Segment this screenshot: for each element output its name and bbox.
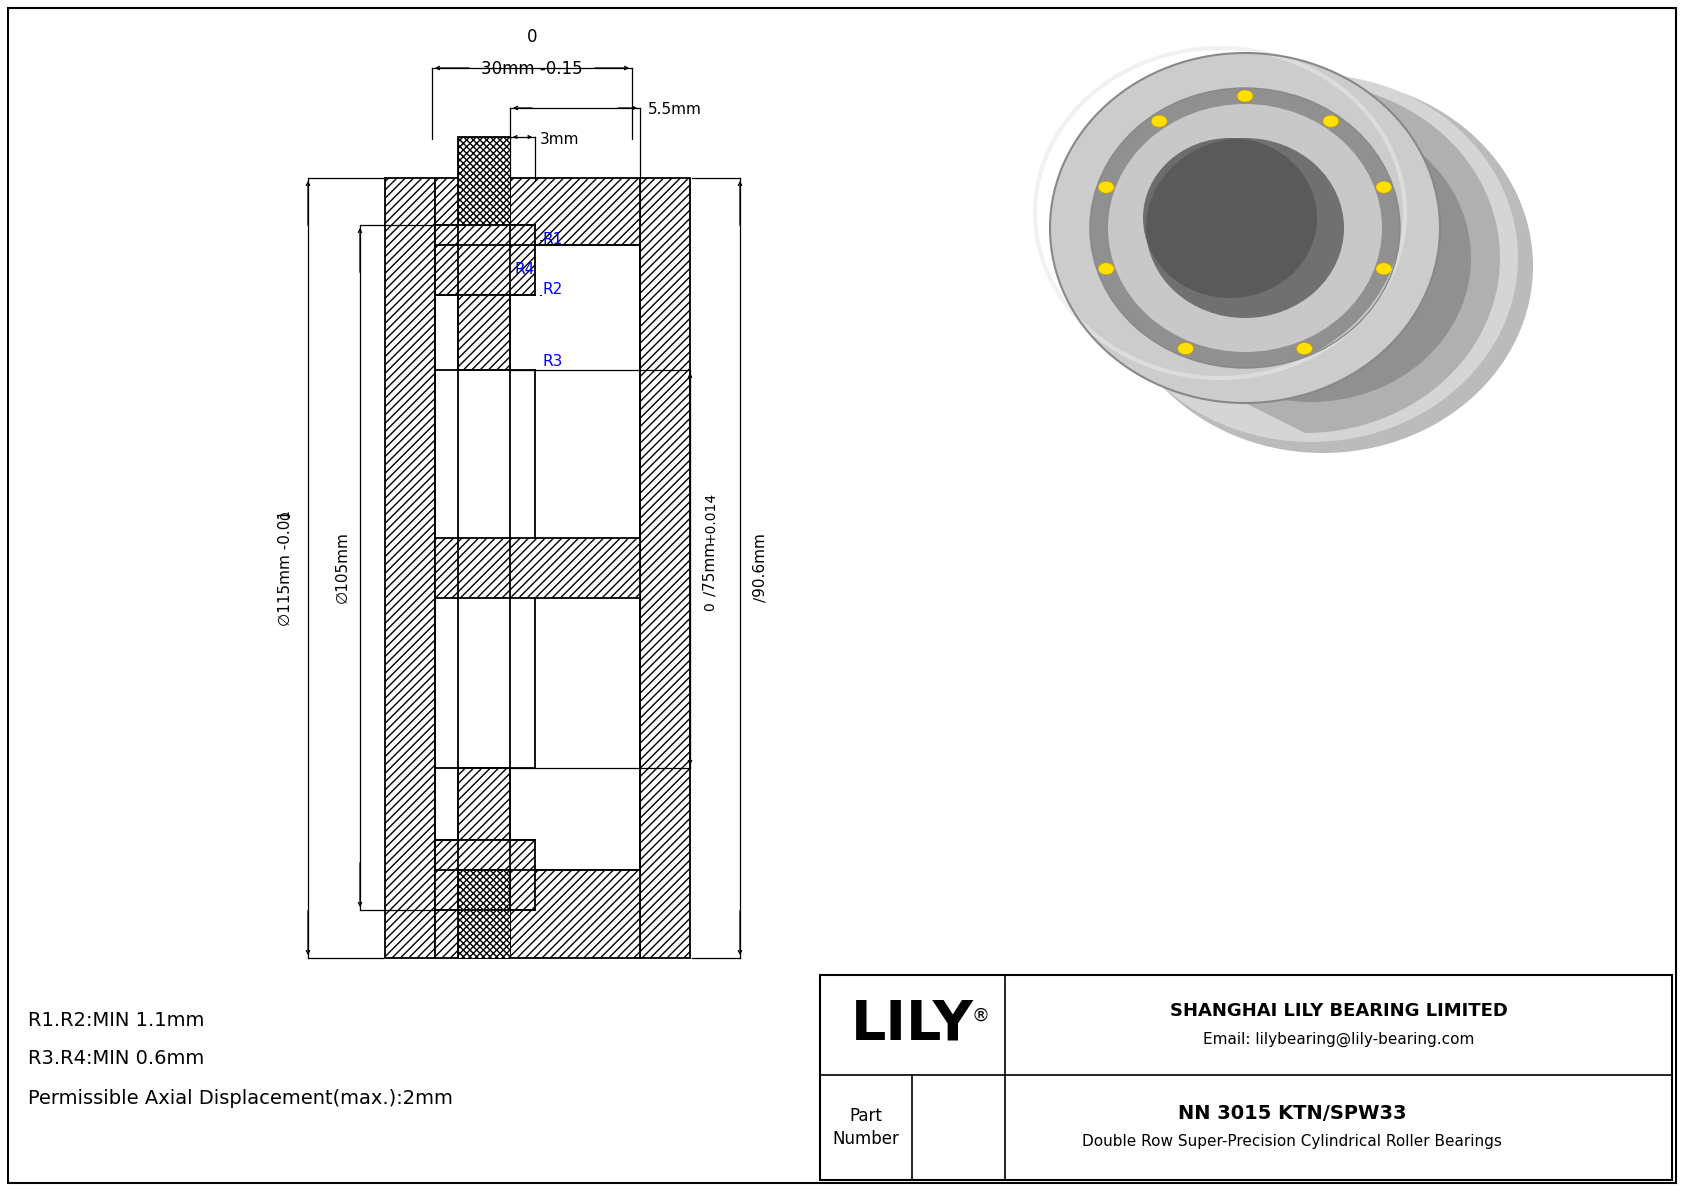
- Bar: [458, 869, 510, 958]
- Text: R3.R4:MIN 0.6mm: R3.R4:MIN 0.6mm: [29, 1048, 204, 1067]
- Text: NN 3015 KTN/SPW33: NN 3015 KTN/SPW33: [1177, 1104, 1406, 1123]
- Ellipse shape: [1098, 181, 1115, 193]
- Bar: [434, 538, 640, 598]
- Bar: [820, 975, 1672, 1180]
- Ellipse shape: [1105, 74, 1517, 442]
- Text: ∕75mm: ∕75mm: [702, 542, 717, 596]
- Bar: [458, 137, 510, 225]
- Text: LILY: LILY: [850, 998, 973, 1052]
- Text: R2: R2: [542, 282, 562, 298]
- Ellipse shape: [1238, 91, 1253, 102]
- Ellipse shape: [1098, 263, 1115, 275]
- Text: Email: lilybearing@lily-bearing.com: Email: lilybearing@lily-bearing.com: [1202, 1031, 1474, 1047]
- Text: 0: 0: [527, 29, 537, 46]
- Bar: [458, 869, 510, 958]
- Text: 3mm: 3mm: [541, 131, 579, 146]
- Polygon shape: [1244, 54, 1500, 434]
- Text: ∅105mm: ∅105mm: [335, 531, 350, 604]
- Text: 0: 0: [280, 512, 293, 520]
- Text: ®: ®: [972, 1008, 990, 1025]
- Ellipse shape: [1152, 116, 1167, 127]
- Text: 0: 0: [702, 603, 717, 611]
- Ellipse shape: [1177, 343, 1194, 355]
- Ellipse shape: [1376, 181, 1393, 193]
- Bar: [458, 768, 510, 840]
- Ellipse shape: [1108, 104, 1383, 353]
- Text: ∕90.6mm: ∕90.6mm: [753, 534, 768, 603]
- Ellipse shape: [1150, 114, 1472, 403]
- Text: SHANGHAI LILY BEARING LIMITED: SHANGHAI LILY BEARING LIMITED: [1170, 1002, 1507, 1019]
- Text: ∅115mm -0.01: ∅115mm -0.01: [278, 510, 293, 626]
- Bar: [434, 225, 536, 295]
- Bar: [640, 177, 690, 958]
- Text: R1: R1: [542, 232, 562, 248]
- Ellipse shape: [1324, 116, 1339, 127]
- Ellipse shape: [1376, 263, 1393, 275]
- Text: R1.R2:MIN 1.1mm: R1.R2:MIN 1.1mm: [29, 1010, 204, 1029]
- Ellipse shape: [1113, 79, 1532, 453]
- Text: R4: R4: [515, 262, 536, 278]
- Bar: [458, 137, 510, 225]
- Bar: [434, 869, 640, 958]
- Bar: [434, 840, 536, 910]
- Ellipse shape: [1297, 343, 1312, 355]
- Text: 5.5mm: 5.5mm: [648, 102, 702, 118]
- Text: 30mm -0.15: 30mm -0.15: [482, 60, 583, 77]
- Ellipse shape: [1051, 54, 1440, 403]
- Bar: [386, 177, 434, 958]
- Bar: [458, 295, 510, 370]
- Ellipse shape: [1110, 83, 1500, 434]
- Ellipse shape: [1147, 138, 1344, 318]
- Ellipse shape: [1090, 88, 1399, 368]
- Text: Double Row Super-Precision Cylindrical Roller Bearings: Double Row Super-Precision Cylindrical R…: [1083, 1134, 1502, 1149]
- Bar: [434, 177, 640, 245]
- Text: +0.014: +0.014: [702, 492, 717, 543]
- Text: Permissible Axial Displacement(max.):2mm: Permissible Axial Displacement(max.):2mm: [29, 1089, 453, 1108]
- Text: Part
Number: Part Number: [832, 1106, 899, 1148]
- Ellipse shape: [1143, 138, 1317, 298]
- Text: R3: R3: [542, 355, 564, 369]
